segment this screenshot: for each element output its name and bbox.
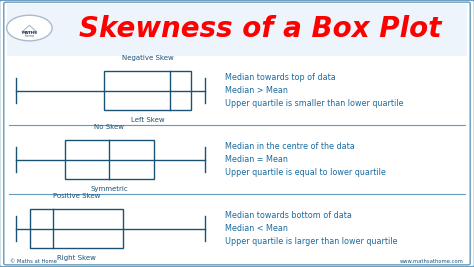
Text: Left Skew: Left Skew [131, 117, 164, 123]
Bar [7, 4, 467, 56]
Text: home: home [24, 34, 35, 38]
Text: Upper quartile is larger than lower quartile: Upper quartile is larger than lower quar… [225, 237, 398, 246]
Text: Symmetric: Symmetric [91, 186, 128, 192]
Text: Median in the centre of the data: Median in the centre of the data [225, 142, 355, 151]
Text: Median < Mean: Median < Mean [225, 224, 288, 233]
Text: Median towards top of data: Median towards top of data [225, 73, 336, 82]
Text: Upper quartile is equal to lower quartile: Upper quartile is equal to lower quartil… [225, 168, 386, 177]
Bar [65, 140, 154, 179]
Text: Median towards bottom of data: Median towards bottom of data [225, 211, 352, 220]
Bar [30, 209, 123, 248]
FancyBboxPatch shape [4, 2, 470, 265]
Text: Skewness of a Box Plot: Skewness of a Box Plot [80, 15, 442, 43]
Text: Right Skew: Right Skew [57, 255, 96, 261]
Text: Positive Skew: Positive Skew [53, 193, 100, 199]
Text: Negative Skew: Negative Skew [122, 55, 173, 61]
Text: Upper quartile is smaller than lower quartile: Upper quartile is smaller than lower qua… [225, 99, 404, 108]
Text: Median = Mean: Median = Mean [225, 155, 288, 164]
Circle shape [7, 15, 52, 41]
Text: www.mathsathome.com: www.mathsathome.com [400, 259, 464, 264]
Polygon shape [22, 25, 37, 32]
Text: No Skew: No Skew [94, 124, 125, 130]
Text: © Maths at Home: © Maths at Home [10, 259, 57, 264]
Text: MATHS: MATHS [21, 31, 37, 35]
Bar [104, 71, 191, 110]
Text: Median > Mean: Median > Mean [225, 86, 288, 95]
